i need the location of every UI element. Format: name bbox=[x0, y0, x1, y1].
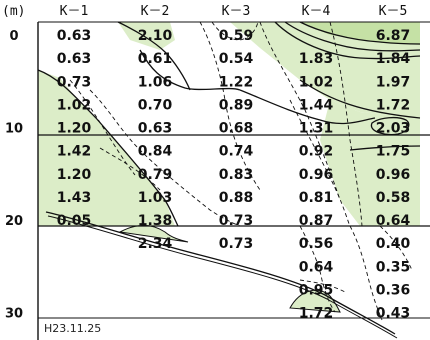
value-label-r8-c2: 1.38 bbox=[138, 213, 173, 229]
value-label-r1-c1: 0.63 bbox=[57, 51, 92, 67]
value-label-r7-c2: 1.03 bbox=[138, 190, 173, 206]
value-label-r8-c1: 0.05 bbox=[57, 213, 92, 229]
value-label-r12-c4: 1.72 bbox=[299, 306, 334, 322]
value-label-r11-c4: 0.95 bbox=[299, 282, 334, 298]
value-label-r1-c4: 1.83 bbox=[299, 51, 334, 67]
frame bbox=[37, 21, 430, 340]
value-label-r3-c4: 1.44 bbox=[299, 97, 334, 113]
solid-contour-3 bbox=[139, 49, 241, 91]
dashed-contour-11 bbox=[379, 225, 413, 271]
value-label-r2-c2: 1.06 bbox=[138, 74, 173, 90]
value-label-r5-c3: 0.74 bbox=[219, 144, 254, 160]
value-label-r6-c1: 1.20 bbox=[57, 167, 92, 183]
ellipse-2-03 bbox=[370, 116, 410, 136]
top-right-contour-cluster-3 bbox=[274, 21, 421, 60]
value-label-r7-c1: 1.43 bbox=[57, 190, 92, 206]
column-headers: K－1 K－2 K－3 K－4 K－5 bbox=[60, 4, 408, 19]
top-right-contour-cluster bbox=[299, 21, 421, 45]
value-label-r8-c3: 0.73 bbox=[219, 213, 254, 229]
column-header-2: K－2 bbox=[141, 4, 170, 19]
value-label-r8-c4: 0.87 bbox=[299, 213, 334, 229]
value-label-r1-c5: 1.84 bbox=[376, 51, 411, 67]
fill-right-upper bbox=[230, 22, 420, 118]
value-label-r4-c3: 0.68 bbox=[219, 121, 254, 137]
fill-top-dark-right bbox=[300, 22, 420, 45]
fill-upper-left-band bbox=[38, 70, 110, 135]
value-label-r10-c4: 0.64 bbox=[299, 259, 334, 275]
solid-contour-4 bbox=[239, 89, 376, 125]
depth-tick-10: 10 bbox=[5, 122, 23, 137]
dashed-contour-7 bbox=[99, 147, 161, 191]
depth-axis: 0 10 20 30 bbox=[5, 29, 23, 322]
solid-contour-2 bbox=[37, 69, 179, 227]
value-label-r0-c1: 0.63 bbox=[57, 28, 92, 44]
value-label-r7-c3: 0.88 bbox=[219, 190, 254, 206]
value-label-r4-c4: 1.31 bbox=[299, 121, 334, 137]
dashed-contour-3 bbox=[199, 21, 261, 191]
value-label-r6-c4: 0.96 bbox=[299, 167, 334, 183]
column-header-1: K－1 bbox=[60, 4, 89, 19]
dashed-contour-8 bbox=[299, 225, 336, 313]
survey-date-label: H23.11.25 bbox=[44, 322, 101, 335]
value-label-r9-c2: 2.34 bbox=[138, 236, 173, 252]
column-header-5: K－5 bbox=[379, 4, 408, 19]
value-grid: 0.63 2.10 0.59 6.87 0.63 0.61 0.54 1.83 1.84 0.73… bbox=[57, 28, 411, 322]
fill-right-middle bbox=[320, 100, 420, 226]
value-label-r3-c5: 1.72 bbox=[376, 97, 411, 113]
value-label-r0-c3: 0.59 bbox=[219, 28, 254, 44]
contour-lines bbox=[37, 21, 421, 321]
value-label-r4-c1: 1.20 bbox=[57, 121, 92, 137]
value-label-r2-c1: 0.73 bbox=[57, 74, 92, 90]
value-label-r9-c3: 0.73 bbox=[219, 236, 254, 252]
value-label-r3-c1: 1.02 bbox=[57, 97, 92, 113]
value-label-r7-c5: 0.58 bbox=[376, 190, 411, 206]
value-label-r0-c5: 6.87 bbox=[376, 28, 411, 44]
value-label-r4-c2: 0.63 bbox=[138, 121, 173, 137]
value-label-r4-c5: 2.03 bbox=[376, 121, 411, 137]
dashed-contour-1 bbox=[89, 89, 241, 227]
value-label-r9-c5: 0.40 bbox=[376, 236, 411, 252]
value-label-r5-c1: 1.42 bbox=[57, 144, 92, 160]
value-label-r9-c4: 0.56 bbox=[299, 236, 334, 252]
fill-middle-band bbox=[38, 135, 175, 226]
depth-unit-label: (m) bbox=[2, 4, 25, 19]
value-label-r5-c4: 0.92 bbox=[299, 144, 334, 160]
value-label-r11-c5: 0.36 bbox=[376, 282, 411, 298]
value-label-r10-c5: 0.35 bbox=[376, 259, 411, 275]
boundary-line-upper bbox=[45, 211, 396, 335]
depth-tick-20: 20 bbox=[5, 214, 23, 229]
value-label-r7-c4: 0.81 bbox=[299, 190, 334, 206]
value-label-r2-c3: 1.22 bbox=[219, 74, 254, 90]
value-label-r2-c5: 1.97 bbox=[376, 74, 411, 90]
value-label-r8-c5: 0.64 bbox=[376, 213, 411, 229]
value-label-r3-c2: 0.70 bbox=[138, 97, 173, 113]
dashed-contour-10 bbox=[299, 279, 346, 293]
depth-tick-0: 0 bbox=[9, 29, 18, 44]
value-label-r6-c5: 0.96 bbox=[376, 167, 411, 183]
solid-contour-6 bbox=[349, 145, 421, 151]
value-label-r2-c4: 1.02 bbox=[299, 74, 334, 90]
value-label-r6-c2: 0.79 bbox=[138, 167, 173, 183]
value-label-r5-c2: 0.84 bbox=[138, 144, 173, 160]
column-header-3: K－3 bbox=[222, 4, 251, 19]
top-right-contour-cluster-2 bbox=[284, 21, 421, 52]
solid-contour-1 bbox=[117, 21, 191, 91]
column-header-4: K－4 bbox=[302, 4, 331, 19]
dashed-contour-4 bbox=[259, 21, 341, 201]
value-label-r6-c3: 0.83 bbox=[219, 167, 254, 183]
contour-fills bbox=[38, 22, 420, 313]
value-label-r1-c3: 0.54 bbox=[219, 51, 254, 67]
value-label-r12-c5: 0.43 bbox=[376, 306, 411, 322]
depth-tick-30: 30 bbox=[5, 307, 23, 322]
value-label-r3-c3: 0.89 bbox=[219, 97, 254, 113]
dashed-contour-5 bbox=[329, 21, 363, 227]
boundary-line-lower bbox=[47, 215, 398, 339]
fill-mound-k4 bbox=[289, 289, 341, 313]
value-label-r1-c2: 0.61 bbox=[138, 51, 173, 67]
solid-contour-5 bbox=[299, 79, 421, 119]
boundary-lines bbox=[45, 211, 398, 339]
value-label-r5-c5: 1.75 bbox=[376, 144, 411, 160]
value-label-r0-c2: 2.10 bbox=[138, 28, 173, 44]
